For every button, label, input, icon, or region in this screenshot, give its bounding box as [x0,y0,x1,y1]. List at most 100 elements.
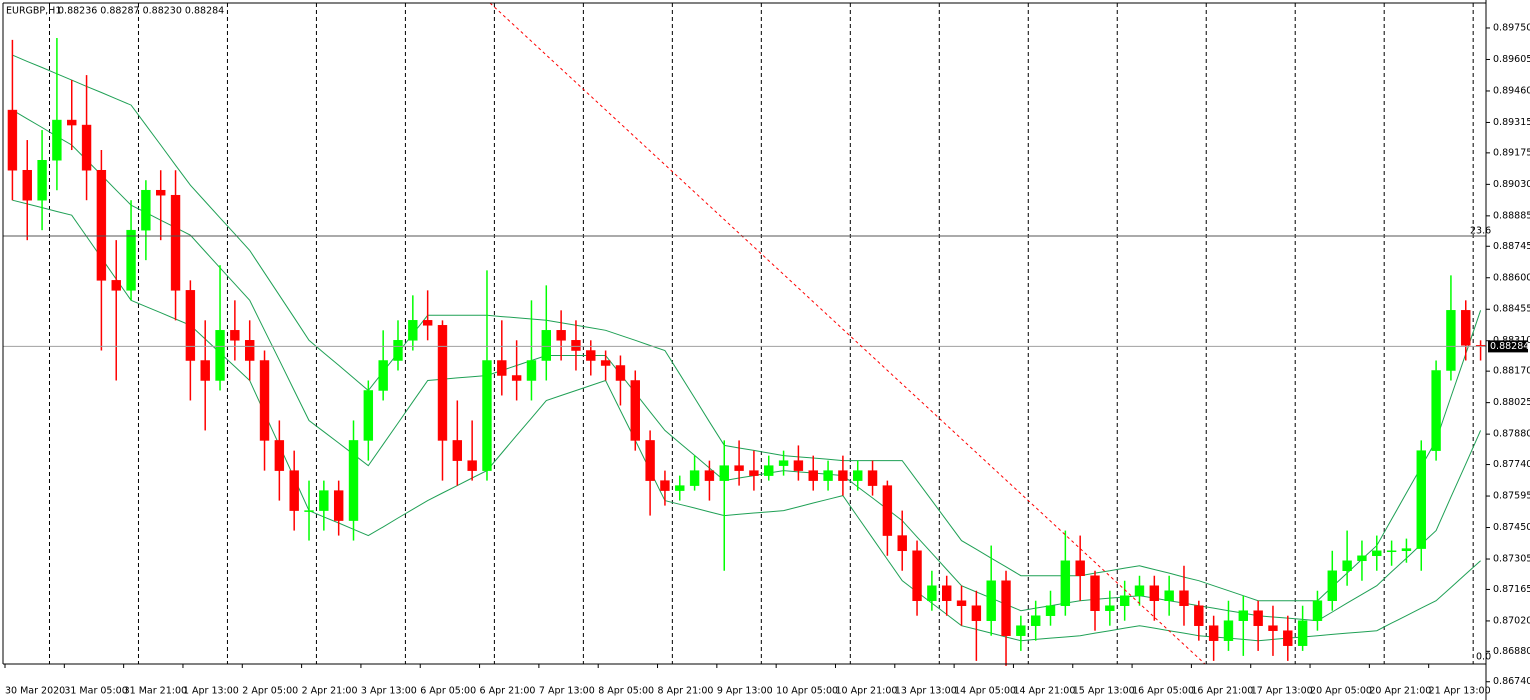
fibonacci-trendline [489,2,1206,665]
candle-body [689,470,700,486]
candle-body [319,490,329,511]
y-tick-label: 0.88745 [1493,241,1530,252]
x-tick-label: 17 Apr 13:00 [1251,686,1313,697]
y-tick-label: 0.87740 [1493,459,1530,470]
candle-body [1090,575,1100,611]
candle-body [111,280,121,291]
candle-body [422,320,433,326]
x-tick-label: 20 Apr 05:00 [1310,686,1372,697]
y-tick-label: 0.88170 [1493,366,1530,377]
candle-body [1372,550,1382,557]
x-tick-label: 16 Apr 21:00 [1191,686,1253,697]
candle-body [541,330,551,361]
candle-body [1045,605,1056,616]
y-tick-label: 0.89460 [1493,85,1530,96]
candle-body [511,375,522,381]
candle-body [259,360,270,441]
candle-body [1268,625,1278,631]
indicator-line [12,109,1482,622]
candle-body [1105,605,1115,611]
candle-body [600,360,611,366]
axes: 0.89750 0.89605 0.89460 0.89315 0.89175 0.890… [4,22,1530,697]
candle-body [1238,610,1249,621]
x-tick-label: 9 Apr 13:00 [717,686,773,697]
candle-body [408,320,418,341]
candle-body [22,169,32,201]
x-tick-label: 15 Apr 13:00 [1073,686,1135,697]
candle-body [67,119,77,126]
x-tick-label: 14 Apr 05:00 [954,686,1016,697]
y-tick-label: 0.86740 [1493,676,1530,687]
candle-body [1208,625,1219,641]
x-tick-label: 14 Apr 21:00 [1013,686,1075,697]
indicator-line [12,54,1482,602]
candle-body [882,485,893,536]
candle-body [838,470,848,481]
candle-body [348,440,359,521]
candle-body [778,460,789,466]
candle-body [1253,610,1263,626]
candle-body [333,490,344,521]
x-tick-label: 10 Apr 21:00 [835,686,897,697]
candle-body [1327,570,1337,601]
candle-body [1075,560,1085,576]
candle-body [1016,625,1026,636]
candle-body [96,169,107,281]
candle-body [1297,620,1308,646]
y-tick-label: 0.87595 [1493,491,1530,502]
candle-body [1179,590,1189,606]
candle-body [52,119,62,161]
y-tick-label: 0.87020 [1493,615,1530,626]
candle-body [482,360,492,471]
x-tick-label: 13 Apr 13:00 [895,686,957,697]
candle-body [156,189,166,196]
candle-body [571,340,581,351]
candle-body [942,585,952,601]
candle-body [274,440,285,471]
candle-body [37,160,47,201]
candle-body [1283,630,1293,646]
fibonacci-level-label: 23.6 [1470,226,1491,237]
candle-body [230,330,240,341]
y-tick-label: 0.88025 [1493,397,1530,408]
y-tick-label: 0.89315 [1493,117,1530,128]
candle-body [7,109,18,171]
x-tick-label: 6 Apr 05:00 [420,686,476,697]
candle-body [704,470,715,481]
y-tick-label: 0.87305 [1493,554,1530,565]
candle-body [853,470,863,481]
candle-body [675,485,685,491]
candle-body [1312,600,1323,621]
y-tick-label: 0.88455 [1493,304,1530,315]
candle-body [1446,310,1456,371]
candle-body [1164,590,1174,601]
candle-body [645,440,655,481]
x-tick-label: 3 Apr 13:00 [361,686,417,697]
y-tick-label: 0.87450 [1493,522,1530,533]
x-tick-label: 10 Apr 05:00 [776,686,838,697]
x-tick-label: 21 Apr 13:00 [1429,686,1491,697]
candle-body [289,470,299,511]
y-tick-label: 0.89605 [1493,54,1530,65]
candle-body [185,290,196,361]
candle-body [363,390,374,441]
candle-body [81,124,92,171]
candle-body [304,510,314,512]
candle-body [734,465,744,471]
x-tick-label: 8 Apr 05:00 [598,686,654,697]
candle-body [912,550,922,601]
candle-body [1030,615,1041,626]
candle-body [1223,620,1234,641]
x-tick-label: 31 Mar 05:00 [64,686,127,697]
candle-body [1431,370,1441,451]
x-tick-label: 6 Apr 21:00 [480,686,536,697]
indicator-line [12,199,1481,642]
y-tick-label: 0.89175 [1493,147,1530,158]
y-tick-label: 0.87165 [1493,584,1530,595]
candle-body [1416,450,1426,549]
candle-body [378,360,388,391]
candle-body [393,340,403,361]
candle-body [793,460,804,471]
